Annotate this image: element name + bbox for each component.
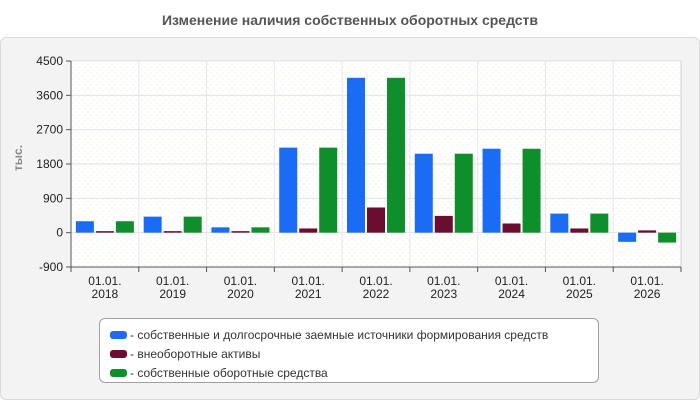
bar-series-1 — [434, 215, 453, 233]
legend-item-noncurrent-assets: - внеоборотные активы — [110, 344, 598, 363]
x-tick-label: 2024 — [498, 287, 525, 301]
x-tick-label: 2025 — [566, 287, 593, 301]
bar-series-0 — [279, 147, 298, 233]
legend-item-sources: - собственные и долгосрочные заемные ист… — [110, 325, 598, 344]
bar-series-0 — [618, 232, 637, 242]
bar-series-2 — [251, 227, 270, 233]
y-axis-label: тыс. — [11, 145, 25, 171]
y-tick-label: 3600 — [36, 88, 63, 102]
legend-label: - собственные оборотные средства — [130, 365, 328, 380]
x-tick-label: 01.01. — [359, 274, 392, 288]
x-tick-label: 2019 — [159, 287, 186, 301]
y-tick-label: -900 — [39, 260, 63, 274]
bar-series-2 — [387, 77, 405, 233]
x-tick-label: 01.01. — [495, 274, 528, 288]
bar-series-0 — [143, 216, 162, 233]
x-tick-label: 01.01. — [88, 274, 121, 288]
bar-series-2 — [454, 153, 473, 233]
bar-series-0 — [550, 213, 569, 233]
x-tick-label: 2023 — [430, 287, 457, 301]
bar-series-0 — [482, 148, 501, 233]
x-tick-label: 2018 — [92, 287, 119, 301]
y-tick-label: 2700 — [36, 123, 63, 137]
x-tick-label: 01.01. — [630, 274, 663, 288]
x-tick-label: 2022 — [363, 287, 390, 301]
legend-swatch-sources — [110, 330, 127, 339]
bar-series-2 — [590, 213, 609, 233]
legend-swatch-noncurrent-assets — [110, 349, 127, 358]
x-tick-label: 01.01. — [563, 274, 596, 288]
bar-series-1 — [95, 231, 114, 233]
bar-series-1 — [570, 228, 589, 233]
x-tick-label: 01.01. — [292, 274, 325, 288]
x-tick-label: 01.01. — [156, 274, 189, 288]
bar-series-0 — [75, 221, 94, 233]
bar-series-1 — [163, 231, 182, 233]
chart-plot: 45003600270018009000-90001.01.201801.01.… — [11, 54, 682, 301]
y-tick-label: 1800 — [36, 157, 63, 171]
bar-series-0 — [211, 227, 230, 233]
bar-series-1 — [638, 230, 657, 233]
bar-series-1 — [367, 207, 385, 233]
bar-series-1 — [231, 231, 250, 233]
chart-legend: - собственные и долгосрочные заемные ист… — [99, 318, 599, 383]
legend-swatch-working-capital — [110, 368, 127, 377]
bar-series-1 — [299, 228, 318, 233]
bar-series-2 — [658, 232, 677, 243]
legend-item-working-capital: - собственные оборотные средства — [110, 363, 598, 382]
x-tick-label: 2026 — [634, 287, 661, 301]
x-tick-label: 01.01. — [224, 274, 257, 288]
bar-series-2 — [115, 221, 134, 233]
x-tick-label: 01.01. — [427, 274, 460, 288]
bar-series-2 — [522, 148, 541, 233]
y-tick-label: 4500 — [36, 54, 63, 68]
legend-label: - собственные и долгосрочные заемные ист… — [130, 327, 549, 342]
bar-series-0 — [347, 77, 365, 233]
y-tick-label: 900 — [43, 191, 63, 205]
bar-series-1 — [502, 223, 521, 233]
chart-title: Изменение наличия собственных оборотных … — [161, 12, 539, 28]
bar-series-2 — [183, 216, 202, 233]
bar-series-0 — [414, 153, 433, 233]
x-tick-label: 2020 — [227, 287, 254, 301]
x-tick-label: 2021 — [295, 287, 322, 301]
y-tick-label: 0 — [56, 226, 63, 240]
bar-series-2 — [319, 147, 338, 233]
legend-label: - внеоборотные активы — [130, 346, 261, 361]
